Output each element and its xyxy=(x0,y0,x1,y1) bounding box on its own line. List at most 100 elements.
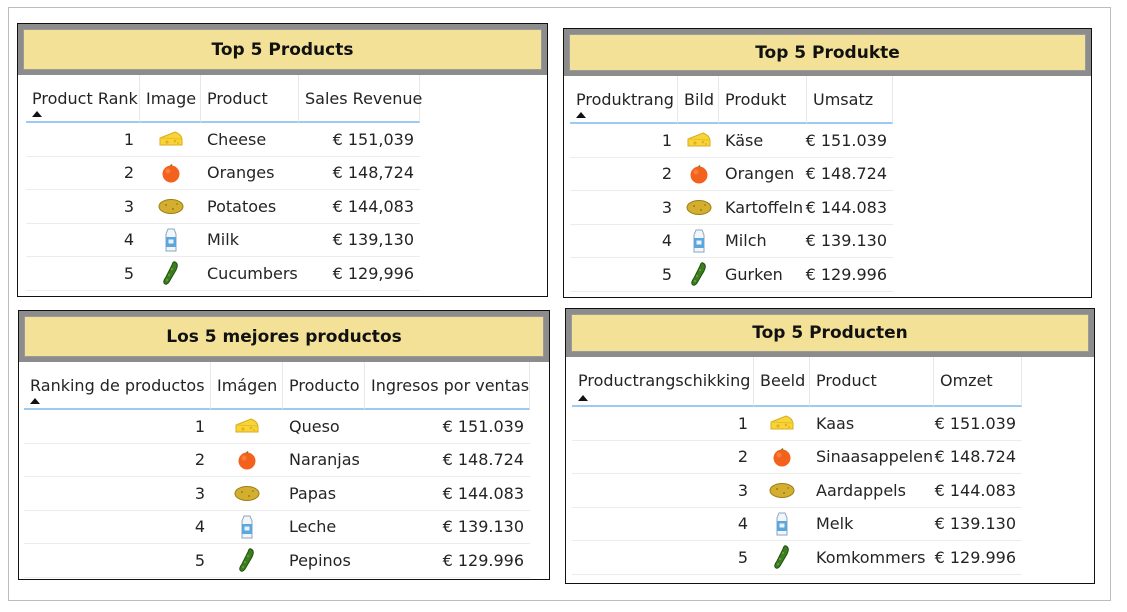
column-header-revenue[interactable]: Sales Revenue xyxy=(299,75,422,123)
revenue-cell[interactable]: € 129.996 xyxy=(934,541,1022,575)
product-cell[interactable]: Kaas xyxy=(810,407,934,441)
image-cell[interactable] xyxy=(140,190,201,224)
revenue-cell[interactable]: € 139.130 xyxy=(934,508,1022,541)
revenue-cell[interactable]: € 151.039 xyxy=(365,410,530,444)
image-cell[interactable] xyxy=(211,410,283,444)
revenue-cell[interactable]: € 144,083 xyxy=(299,190,420,224)
rank-cell[interactable]: 4 xyxy=(570,225,678,258)
product-cell[interactable]: Leche xyxy=(283,511,365,544)
image-cell[interactable] xyxy=(678,258,719,292)
column-header-product[interactable]: Producto xyxy=(283,362,365,410)
column-header-revenue[interactable]: Omzet xyxy=(934,357,1022,407)
column-header-rank[interactable]: Productrangschikking xyxy=(572,357,754,407)
image-cell[interactable] xyxy=(140,157,201,190)
image-cell[interactable] xyxy=(754,541,810,575)
image-cell[interactable] xyxy=(754,508,810,541)
column-header-revenue[interactable]: Ingresos por ventas xyxy=(365,362,530,410)
rank-cell[interactable]: 3 xyxy=(572,474,754,508)
sort-ascending-icon[interactable] xyxy=(32,111,42,117)
column-header-revenue[interactable]: Umsatz xyxy=(807,76,893,124)
revenue-cell[interactable]: € 151.039 xyxy=(806,124,893,158)
product-cell[interactable]: Komkommers xyxy=(810,541,934,575)
top-products-german-visual[interactable]: Top 5 Produkte Produktrang Bild Produkt … xyxy=(563,28,1092,298)
revenue-cell[interactable]: € 139.130 xyxy=(806,225,893,258)
rank-cell[interactable]: 4 xyxy=(26,224,140,257)
image-cell[interactable] xyxy=(754,474,810,508)
image-cell[interactable] xyxy=(211,477,283,511)
rank-cell[interactable]: 1 xyxy=(570,124,678,158)
product-cell[interactable]: Cucumbers xyxy=(201,257,299,291)
column-header-product[interactable]: Produkt xyxy=(719,76,807,124)
product-cell[interactable]: Pepinos xyxy=(283,544,365,578)
revenue-cell[interactable]: € 148.724 xyxy=(806,158,893,191)
revenue-cell[interactable]: € 148.724 xyxy=(365,444,530,477)
column-header-rank[interactable]: Product Rank xyxy=(26,75,140,123)
rank-cell[interactable]: 1 xyxy=(24,410,211,444)
product-cell[interactable]: Gurken xyxy=(719,258,807,292)
image-cell[interactable] xyxy=(678,158,719,191)
product-cell[interactable]: Cheese xyxy=(201,123,299,157)
revenue-cell[interactable]: € 129,996 xyxy=(299,257,420,291)
revenue-cell[interactable]: € 129.996 xyxy=(365,544,530,578)
column-header-image[interactable]: Bild xyxy=(678,76,719,124)
product-cell[interactable]: Orangen xyxy=(719,158,807,191)
product-cell[interactable]: Oranges xyxy=(201,157,299,190)
product-cell[interactable]: Papas xyxy=(283,477,365,511)
rank-cell[interactable]: 3 xyxy=(24,477,211,511)
image-cell[interactable] xyxy=(140,123,201,157)
top-products-spanish-visual[interactable]: Los 5 mejores productos Ranking de produ… xyxy=(18,310,550,580)
rank-cell[interactable]: 5 xyxy=(572,541,754,575)
revenue-cell[interactable]: € 144.083 xyxy=(365,477,530,511)
product-cell[interactable]: Sinaasappelen xyxy=(810,441,934,474)
rank-cell[interactable]: 2 xyxy=(24,444,211,477)
column-header-image[interactable]: Imágen xyxy=(211,362,283,410)
product-cell[interactable]: Queso xyxy=(283,410,365,444)
image-cell[interactable] xyxy=(211,544,283,578)
revenue-cell[interactable]: € 139,130 xyxy=(299,224,420,257)
rank-cell[interactable]: 1 xyxy=(572,407,754,441)
product-cell[interactable]: Melk xyxy=(810,508,934,541)
rank-cell[interactable]: 5 xyxy=(570,258,678,292)
top-products-english-visual[interactable]: Top 5 Products Product Rank Image Produc… xyxy=(17,23,548,297)
image-cell[interactable] xyxy=(140,257,201,291)
product-cell[interactable]: Aardappels xyxy=(810,474,934,508)
rank-cell[interactable]: 4 xyxy=(24,511,211,544)
image-cell[interactable] xyxy=(140,224,201,257)
product-cell[interactable]: Kartoffeln xyxy=(719,191,807,225)
column-header-image[interactable]: Image xyxy=(140,75,201,123)
rank-cell[interactable]: 3 xyxy=(26,190,140,224)
rank-cell[interactable]: 3 xyxy=(570,191,678,225)
revenue-cell[interactable]: € 148.724 xyxy=(934,441,1022,474)
revenue-cell[interactable]: € 144.083 xyxy=(806,191,893,225)
product-cell[interactable]: Käse xyxy=(719,124,807,158)
rank-cell[interactable]: 5 xyxy=(24,544,211,578)
image-cell[interactable] xyxy=(754,407,810,441)
column-header-product[interactable]: Product xyxy=(810,357,934,407)
rank-cell[interactable]: 2 xyxy=(570,158,678,191)
sort-ascending-icon[interactable] xyxy=(578,395,588,401)
revenue-cell[interactable]: € 139.130 xyxy=(365,511,530,544)
revenue-cell[interactable]: € 144.083 xyxy=(934,474,1022,508)
rank-cell[interactable]: 5 xyxy=(26,257,140,291)
revenue-cell[interactable]: € 148,724 xyxy=(299,157,420,190)
image-cell[interactable] xyxy=(678,124,719,158)
image-cell[interactable] xyxy=(678,191,719,225)
product-cell[interactable]: Potatoes xyxy=(201,190,299,224)
sort-ascending-icon[interactable] xyxy=(576,112,586,118)
rank-cell[interactable]: 4 xyxy=(572,508,754,541)
revenue-cell[interactable]: € 151,039 xyxy=(299,123,420,157)
column-header-rank[interactable]: Produktrang xyxy=(570,76,678,124)
column-header-rank[interactable]: Ranking de productos xyxy=(24,362,211,410)
revenue-cell[interactable]: € 129.996 xyxy=(806,258,893,292)
image-cell[interactable] xyxy=(754,441,810,474)
revenue-cell[interactable]: € 151.039 xyxy=(934,407,1022,441)
rank-cell[interactable]: 2 xyxy=(572,441,754,474)
column-header-product[interactable]: Product xyxy=(201,75,299,123)
top-products-dutch-visual[interactable]: Top 5 Producten Productrangschikking Bee… xyxy=(565,308,1095,584)
product-cell[interactable]: Milk xyxy=(201,224,299,257)
image-cell[interactable] xyxy=(211,511,283,544)
product-cell[interactable]: Milch xyxy=(719,225,807,258)
image-cell[interactable] xyxy=(678,225,719,258)
column-header-image[interactable]: Beeld xyxy=(754,357,810,407)
product-cell[interactable]: Naranjas xyxy=(283,444,365,477)
